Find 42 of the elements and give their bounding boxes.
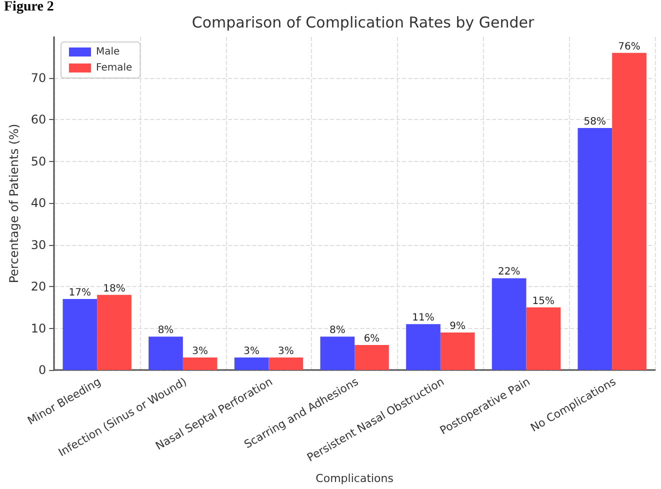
data-label: 76% <box>618 41 640 52</box>
bar <box>440 332 475 370</box>
chart-title: Comparison of Complication Rates by Gender <box>192 14 535 32</box>
data-label: 3% <box>278 346 294 357</box>
legend-label: Female <box>96 62 132 74</box>
x-axis-title: Complications <box>316 472 394 485</box>
y-tick-label: 60 <box>30 112 46 127</box>
y-axis-title: Percentage of Patients (%) <box>7 124 21 284</box>
bar <box>492 278 526 370</box>
bar <box>578 128 612 370</box>
data-label: 17% <box>68 288 92 299</box>
bar <box>612 52 646 370</box>
data-label: 18% <box>103 283 126 294</box>
bar <box>62 299 98 370</box>
data-label: 8% <box>329 325 346 336</box>
data-label: 3% <box>192 346 208 357</box>
bar <box>234 357 269 370</box>
bar <box>354 344 389 370</box>
data-label: 22% <box>498 266 520 278</box>
y-tick-label: 40 <box>30 196 46 210</box>
y-tick-label: 0 <box>38 363 46 377</box>
bar <box>182 357 218 370</box>
data-label: 3% <box>244 346 260 357</box>
data-label: 8% <box>158 325 174 336</box>
data-label: 58% <box>584 116 606 128</box>
bar <box>148 336 183 370</box>
bar <box>97 294 132 370</box>
bar <box>526 307 561 370</box>
y-tick-label: 20 <box>30 280 46 294</box>
legend-label: Male <box>96 46 120 58</box>
data-label: 15% <box>532 296 555 307</box>
y-tick-label: 70 <box>30 70 46 85</box>
bar <box>268 357 304 370</box>
data-label: 9% <box>450 320 466 332</box>
caption: Figure 2 <box>4 0 54 14</box>
bar <box>320 336 355 370</box>
data-label: 6% <box>364 333 380 344</box>
y-tick-label: 10 <box>30 321 46 336</box>
y-tick-label: 50 <box>30 154 46 168</box>
data-label: 11% <box>412 312 434 324</box>
bar <box>406 324 440 370</box>
y-tick-label: 30 <box>30 238 46 252</box>
